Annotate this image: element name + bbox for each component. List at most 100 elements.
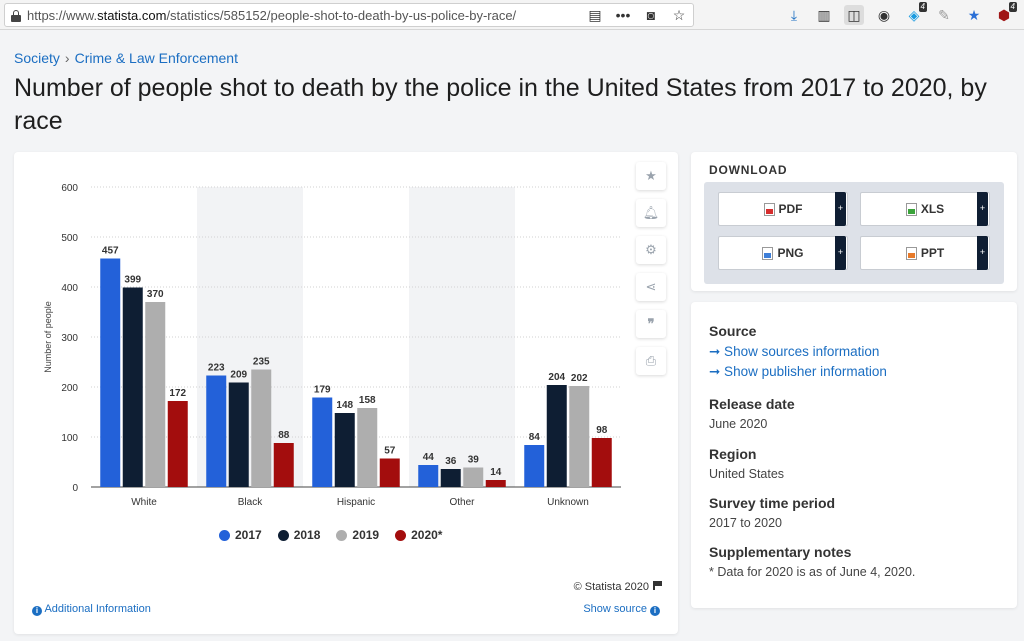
ublock-icon[interactable]: ⬢ 4 bbox=[997, 2, 1017, 23]
y-tick-label: 400 bbox=[61, 283, 78, 294]
data-label: 39 bbox=[468, 455, 480, 466]
download-options: PDF + XLS + PNG + PPT + bbox=[704, 182, 1004, 284]
breadcrumb-society[interactable]: Society bbox=[14, 50, 60, 66]
survey-section: Survey time period 2017 to 2020 bbox=[709, 495, 835, 530]
pdf-plus-button[interactable]: + bbox=[835, 192, 846, 226]
release-date-value: June 2020 bbox=[709, 417, 768, 431]
y-tick-label: 500 bbox=[61, 233, 78, 244]
pen-extension-icon[interactable]: ✎ bbox=[938, 7, 950, 23]
pocket-icon[interactable]: ◙ bbox=[646, 7, 656, 23]
favorite-star-icon[interactable]: ★ bbox=[636, 162, 666, 190]
y-tick-label: 100 bbox=[61, 433, 78, 444]
data-label: 202 bbox=[571, 373, 588, 384]
supplementary-notes-value: * Data for 2020 is as of June 4, 2020. bbox=[709, 565, 916, 579]
data-label: 209 bbox=[230, 370, 247, 381]
bar bbox=[273, 443, 294, 487]
region-section: Region United States bbox=[709, 446, 784, 481]
bar bbox=[167, 401, 188, 487]
bar bbox=[228, 382, 249, 487]
chart-card: 0 100 200 300 400 500 600 Number of people 457 39… bbox=[14, 152, 678, 634]
show-source-link[interactable]: Show source i bbox=[583, 603, 660, 616]
y-tick-label: 0 bbox=[72, 483, 78, 494]
download-ppt-button[interactable]: PPT bbox=[860, 236, 990, 270]
download-card: DOWNLOAD PDF + XLS + PNG + PPT + bbox=[691, 152, 1017, 291]
breadcrumb-crime[interactable]: Crime & Law Enforcement bbox=[74, 50, 238, 66]
legend-item-2017[interactable]: 2017 bbox=[219, 528, 262, 542]
data-label: 235 bbox=[253, 357, 270, 368]
settings-gear-icon[interactable]: ⚙ bbox=[636, 236, 666, 264]
y-tick-label: 600 bbox=[61, 183, 78, 194]
additional-info-link[interactable]: i Additional Information bbox=[32, 603, 151, 616]
survey-period-label: Survey time period bbox=[709, 495, 836, 511]
chart-tools: ★ 🔔︎ ⚙ ⋖ ❞ ⎙ bbox=[636, 162, 666, 384]
download-pdf-button[interactable]: PDF bbox=[718, 192, 848, 226]
flag-icon[interactable] bbox=[653, 581, 662, 590]
bar bbox=[206, 375, 227, 487]
page-title: Number of people shot to death by the po… bbox=[14, 74, 987, 135]
data-label: 57 bbox=[384, 446, 396, 457]
reader-view-icon[interactable]: ▤ bbox=[588, 7, 602, 23]
data-label: 158 bbox=[359, 395, 376, 406]
statistic-info-card: Source ➞ Show sources information ➞ Show… bbox=[691, 302, 1017, 608]
notes-section: Supplementary notes * Data for 2020 is a… bbox=[709, 544, 915, 579]
y-axis-label: Number of people bbox=[43, 301, 53, 373]
data-label: 84 bbox=[529, 432, 541, 443]
info-icon: i bbox=[650, 606, 660, 616]
sidebar-icon[interactable]: ◫ bbox=[844, 5, 864, 25]
share-icon[interactable]: ⋖ bbox=[636, 273, 666, 301]
bar bbox=[122, 287, 143, 487]
xls-plus-button[interactable]: + bbox=[977, 192, 988, 226]
category-band bbox=[409, 187, 515, 487]
more-actions-icon[interactable]: ••• bbox=[615, 7, 631, 23]
supplementary-notes-label: Supplementary notes bbox=[709, 544, 852, 560]
legend-item-2020[interactable]: 2020* bbox=[395, 528, 442, 542]
bar bbox=[524, 445, 545, 487]
address-bar[interactable]: https://www.statista.com/statistics/5851… bbox=[4, 3, 694, 27]
data-label: 98 bbox=[596, 425, 608, 436]
print-icon[interactable]: ⎙ bbox=[636, 347, 666, 375]
show-publisher-link[interactable]: ➞ Show publisher information bbox=[709, 364, 887, 379]
quote-icon[interactable]: ❞ bbox=[636, 310, 666, 338]
notification-bell-icon[interactable]: 🔔︎ bbox=[636, 199, 666, 227]
show-sources-link[interactable]: ➞ Show sources information bbox=[709, 344, 880, 359]
bar bbox=[100, 258, 121, 487]
url-text[interactable]: https://www.statista.com/statistics/5851… bbox=[27, 8, 517, 23]
bar bbox=[357, 408, 378, 487]
y-tick-label: 300 bbox=[61, 333, 78, 344]
download-png-button[interactable]: PNG bbox=[718, 236, 848, 270]
bookmark-star-icon[interactable]: ☆ bbox=[672, 7, 686, 23]
library-icon[interactable]: ▥ bbox=[817, 7, 831, 23]
bar bbox=[440, 469, 461, 487]
x-tick-label: Other bbox=[449, 497, 475, 508]
extension-icon[interactable]: ◈ 4 bbox=[908, 2, 927, 23]
data-label: 44 bbox=[423, 452, 435, 463]
pdf-file-icon bbox=[763, 202, 775, 216]
download-xls-button[interactable]: XLS bbox=[860, 192, 990, 226]
browser-toolbar: https://www.statista.com/statistics/5851… bbox=[0, 0, 1024, 30]
data-label: 204 bbox=[548, 372, 565, 383]
bar bbox=[379, 458, 400, 487]
lock-icon bbox=[11, 10, 21, 22]
data-label: 172 bbox=[169, 388, 186, 399]
data-label: 148 bbox=[336, 400, 353, 411]
breadcrumb: Society › Crime & Law Enforcement bbox=[14, 50, 238, 66]
favorite-star-icon[interactable]: ★ bbox=[967, 7, 981, 23]
bar bbox=[312, 397, 333, 487]
bar bbox=[418, 465, 439, 487]
legend-item-2019[interactable]: 2019 bbox=[336, 528, 379, 542]
bar bbox=[546, 385, 567, 487]
data-label: 36 bbox=[445, 456, 457, 467]
data-label: 370 bbox=[147, 289, 164, 300]
y-tick-label: 200 bbox=[61, 383, 78, 394]
png-plus-button[interactable]: + bbox=[835, 236, 846, 270]
bar bbox=[463, 467, 484, 487]
data-label: 457 bbox=[102, 246, 119, 257]
source-label: Source bbox=[709, 323, 757, 339]
x-tick-label: Black bbox=[238, 497, 263, 508]
png-file-icon bbox=[762, 246, 774, 260]
info-icon: i bbox=[32, 606, 42, 616]
downloads-icon[interactable]: ⤓ bbox=[790, 7, 798, 23]
ppt-plus-button[interactable]: + bbox=[977, 236, 988, 270]
account-icon[interactable]: ◉ bbox=[877, 7, 891, 23]
legend-item-2018[interactable]: 2018 bbox=[277, 528, 320, 542]
